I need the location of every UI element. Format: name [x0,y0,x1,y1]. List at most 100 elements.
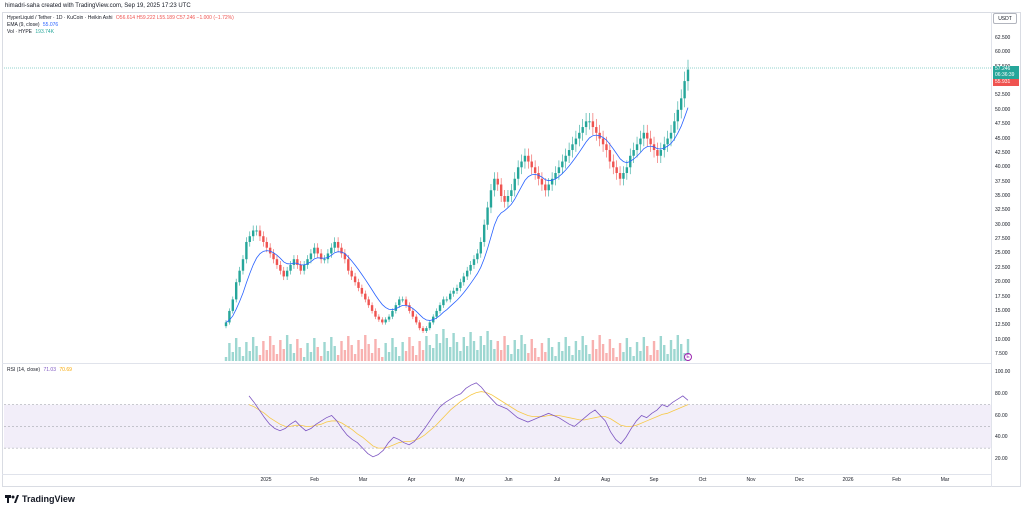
volume-bar [360,349,364,361]
volume-bar [642,337,646,361]
volume-bar [618,343,622,361]
price-tick-label: 15.000 [995,307,1011,314]
candle-body [336,241,340,248]
ema-price-badge: 55.931 [993,79,1019,86]
volume-bar [544,352,547,361]
volume-bar [676,335,680,361]
volume-bar [469,332,472,361]
pane-separator[interactable] [2,363,992,364]
candle-body [347,259,350,271]
tradingview-logo[interactable]: TradingView [5,494,75,504]
volume-bar [588,354,591,361]
symbol-title[interactable]: HyperLiquid / Tether · 1D · KuCoin · Hei… [7,15,113,21]
candle-body [285,270,289,277]
ema-value: 55.076 [42,22,59,28]
candle-body [533,167,537,174]
volume-bar [530,339,533,361]
candle-body [438,305,442,311]
volume-bar [523,344,527,361]
event-marker-icon[interactable]: E [684,353,692,361]
volume-bar [231,352,234,361]
candle-body [398,299,401,306]
volume-bar [316,347,319,361]
volume-bar [347,336,350,361]
candle-body [584,121,588,128]
candle-body [499,184,503,196]
volume-bar [578,350,581,361]
ema-price-value: 55.931 [995,79,1011,85]
candle-body [663,144,666,151]
volume-bar [656,350,659,361]
volume-legend[interactable]: Vol · HYPE 193.74K [7,29,54,35]
candle-body [472,259,476,265]
volume-bar [666,354,669,361]
candle-body [357,282,360,288]
volume-bar [435,334,438,361]
candle-body [391,310,394,317]
candle-body [465,270,469,277]
volume-bar [554,356,557,361]
volume-bar [506,345,510,361]
candle-body [377,316,381,320]
candle-body [275,259,279,265]
candle-body [421,328,425,332]
candle-body [296,259,299,265]
candle-body [591,121,595,128]
volume-value: 193.74K [35,29,55,35]
price-tick-label: 40.000 [995,164,1011,171]
candle-body [384,319,387,323]
volume-bar [381,357,384,361]
volume-bar [639,351,642,361]
volume-bar [425,336,428,361]
volume-bar [496,341,499,361]
price-tick-label: 30.000 [995,221,1011,228]
candle-body [513,178,516,191]
candle-body [309,253,313,260]
candle-body [350,270,353,277]
volume-bar [251,337,255,361]
volume-bar [452,333,455,361]
volume-bar [418,341,421,361]
candle-body [659,150,663,156]
candle-body [544,184,547,191]
candle-body [581,127,584,133]
time-tick-label: 2026 [842,477,854,483]
candle-body [625,167,629,174]
candle-body [503,196,506,202]
currency-badge[interactable]: USDT [993,13,1017,24]
candle-body [482,224,486,242]
volume-bar [652,341,656,361]
volume-bar [476,350,479,361]
candle-body [381,319,384,323]
candle-body [601,138,605,145]
candle-body [418,322,421,329]
candle-body [319,253,323,260]
candle-body [425,328,428,332]
volume-bar [408,337,411,361]
volume-bar [489,340,493,361]
volume-bar [265,350,268,361]
volume-label: Vol · HYPE [7,29,33,35]
candle-body [251,230,255,237]
rsi-tick-label: 60.00 [995,412,1008,419]
time-tick-label: Feb [310,477,319,483]
price-tick-label: 52.500 [995,92,1011,99]
volume-bar [493,349,496,361]
time-tick-label: Jun [504,477,513,483]
candle-body [635,144,639,151]
rsi-legend[interactable]: RSI (14, close) 71.03 70.69 [7,367,72,373]
volume-bar [581,336,584,361]
volume-bar [550,347,554,361]
ema-legend[interactable]: EMA (9, close) 55.076 [7,22,58,28]
volume-bar [547,338,550,361]
rsi-tick-label: 80.00 [995,390,1008,397]
candle-body [340,247,343,254]
volume-bar [387,352,391,361]
volume-bar [428,345,432,361]
volume-bar [513,340,516,361]
volume-bar [262,341,265,361]
volume-bar [272,345,275,361]
time-tick-label: Oct [698,477,707,483]
symbol-legend[interactable]: HyperLiquid / Tether · 1D · KuCoin · Hei… [7,15,234,21]
